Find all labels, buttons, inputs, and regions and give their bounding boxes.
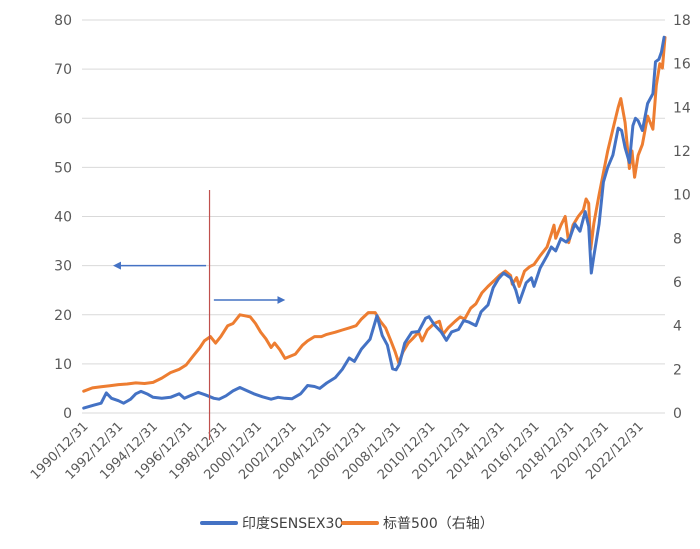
annotations	[112, 190, 286, 440]
y-right-tick-label: 10	[673, 188, 691, 204]
legend: 印度SENSEX30 标普500（右轴）	[200, 516, 494, 532]
series-line-sensex	[82, 35, 666, 410]
y-left-tick-label: 0	[63, 406, 72, 422]
y-right-tick-label: 6	[673, 275, 682, 291]
y-right-tick-label: 4	[673, 319, 682, 335]
y-left-tick-label: 80	[54, 13, 72, 29]
y-left-tick-label: 60	[54, 111, 72, 127]
y-right-tick-label: 14	[673, 100, 691, 116]
y-right-tick-label: 12	[673, 144, 691, 160]
y-left-tick-label: 30	[54, 259, 72, 275]
y-right-tick-label: 16	[673, 57, 691, 73]
series-layer	[82, 35, 667, 410]
legend-label-sensex: 印度SENSEX30	[242, 516, 343, 532]
x-axis: 1990/12/311992/12/311994/12/311996/12/31…	[28, 419, 647, 483]
y-right-tick-label: 18	[673, 13, 691, 29]
y-left-tick-label: 20	[54, 308, 72, 324]
y-right-tick-label: 2	[673, 362, 682, 378]
y-right-tick-label: 8	[673, 231, 682, 247]
y-right-tick-label: 0	[673, 406, 682, 422]
series-line-sp500	[82, 36, 667, 393]
y-axis-right: 0 2 4 6 8 10 12 14 16 18	[673, 13, 691, 422]
y-left-tick-label: 10	[54, 357, 72, 373]
y-left-tick-label: 70	[54, 62, 72, 78]
y-left-tick-label: 40	[54, 210, 72, 226]
y-left-tick-label: 50	[54, 160, 72, 176]
legend-label-sp500: 标普500（右轴）	[383, 516, 494, 532]
y-axis-left: 0 10 20 30 40 50 60 70 80	[54, 13, 72, 422]
